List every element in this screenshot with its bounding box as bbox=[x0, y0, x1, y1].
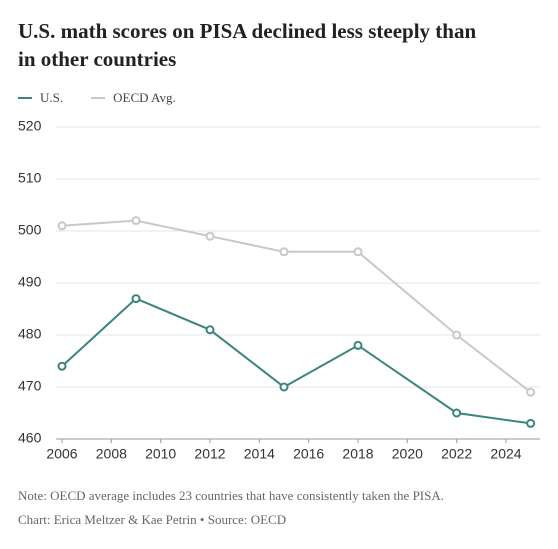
point bbox=[452, 408, 462, 418]
x-tick-label: 2024 bbox=[490, 446, 521, 462]
y-tick-label: 460 bbox=[18, 430, 42, 446]
y-tick-label: 510 bbox=[18, 170, 42, 186]
y-tick-label: 520 bbox=[18, 118, 42, 134]
note: Note: OECD average includes 23 countries… bbox=[18, 488, 444, 503]
x-tick-label: 2016 bbox=[293, 446, 324, 462]
point bbox=[526, 387, 536, 397]
point bbox=[131, 216, 141, 226]
point bbox=[452, 330, 462, 340]
x-tick-label: 2012 bbox=[194, 446, 225, 462]
legend-label: OECD Avg. bbox=[113, 90, 176, 105]
point bbox=[205, 325, 215, 335]
x-tick-label: 2014 bbox=[244, 446, 275, 462]
chart-title: in other countries bbox=[18, 47, 176, 71]
x-tick-label: 2008 bbox=[96, 446, 127, 462]
y-tick-label: 500 bbox=[18, 222, 42, 238]
y-tick-label: 480 bbox=[18, 326, 42, 342]
x-tick-label: 2022 bbox=[441, 446, 472, 462]
series-line bbox=[61, 297, 531, 425]
x-tick-label: 2020 bbox=[392, 446, 423, 462]
point bbox=[205, 231, 215, 241]
series-line bbox=[61, 219, 532, 393]
point bbox=[353, 247, 363, 257]
y-tick-label: 470 bbox=[18, 378, 42, 394]
x-tick-label: 2018 bbox=[342, 446, 373, 462]
point bbox=[57, 221, 67, 231]
x-tick-label: 2010 bbox=[145, 446, 176, 462]
point bbox=[526, 418, 536, 428]
point bbox=[131, 294, 141, 304]
x-tick-label: 2006 bbox=[46, 446, 77, 462]
point bbox=[57, 361, 67, 371]
point bbox=[279, 382, 289, 392]
legend-label: U.S. bbox=[40, 90, 63, 105]
y-tick-label: 490 bbox=[18, 274, 42, 290]
point bbox=[279, 247, 289, 257]
point bbox=[353, 340, 363, 350]
source: Chart: Erica Meltzer & Kae Petrin • Sour… bbox=[18, 512, 286, 527]
chart-title: U.S. math scores on PISA declined less s… bbox=[18, 19, 476, 43]
